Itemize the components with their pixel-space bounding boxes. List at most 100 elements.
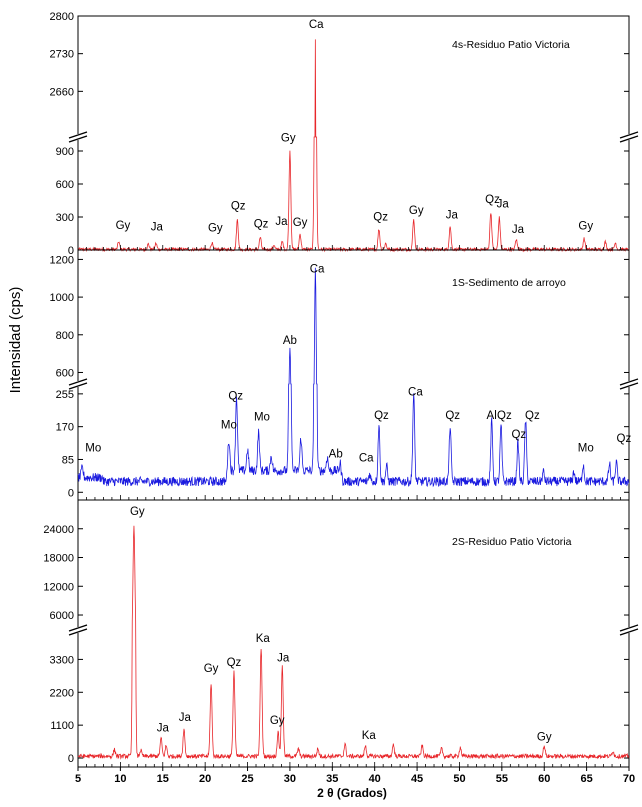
panels-group: 0 300 600 900 2660 2730 2800 4s-Residuo Patio V…: [43, 11, 639, 768]
x-axis-title: 2 θ (Grados): [317, 786, 387, 800]
x-tick-label: 50: [453, 773, 465, 785]
y-tick-label: 1100: [50, 720, 74, 732]
y-tick-label: 18000: [43, 553, 74, 565]
peak-label: Ja: [179, 712, 192, 724]
y-tick-label: 900: [56, 146, 74, 158]
peak-label: Ja: [497, 199, 510, 211]
peak-label: Gy: [578, 221, 593, 233]
peak-label: Qz: [254, 218, 269, 230]
y-tick-label: 24000: [43, 524, 74, 536]
series-line: [77, 267, 630, 488]
y-tick-label: 85: [62, 454, 74, 466]
y-tick-label: 0: [68, 753, 74, 765]
panel-3: 0 1100 2200 3300 6000 12000 18000 24000 2S-Resid…: [43, 499, 639, 768]
peak-label: Gy: [537, 732, 552, 744]
axis-break-mark: [68, 378, 88, 386]
peak-label: Ca: [359, 452, 374, 464]
y-tick-label: 2660: [50, 86, 74, 98]
y-tick-label: 600: [56, 179, 74, 191]
axis-break-mark: [619, 628, 639, 636]
y-tick-label: 1000: [50, 292, 74, 304]
peak-label: Ab: [329, 448, 343, 460]
x-tick-label: 40: [369, 773, 381, 785]
peak-label: Ja: [512, 224, 525, 236]
y-tick-label: 3300: [50, 654, 74, 666]
peak-label: Mo: [578, 443, 594, 455]
panel-frame: [77, 499, 630, 768]
y-tick-label: 300: [56, 212, 74, 224]
peak-label: Qz: [485, 194, 500, 206]
panel-1: 0 300 600 900 2660 2730 2800 4s-Residuo Patio V…: [50, 11, 639, 257]
y-tick-label: 600: [56, 367, 74, 379]
y-tick-label: 6000: [50, 610, 74, 622]
x-tick-label: 25: [241, 773, 253, 785]
axis-break-mask-right: [623, 381, 635, 387]
x-tick-label: 5: [75, 773, 81, 785]
y-tick-label: 2730: [50, 49, 74, 61]
x-tick-label: 45: [411, 773, 423, 785]
peak-label: Gy: [270, 715, 285, 727]
peak-label: Mo: [221, 419, 237, 431]
peak-label: Qz: [445, 410, 460, 422]
peak-label: Qz: [373, 212, 388, 224]
peak-label: Qz: [231, 201, 246, 213]
axis-break-mark: [68, 131, 88, 139]
peak-label: Ka: [362, 730, 377, 742]
peak-label: Qz: [227, 657, 242, 669]
peak-label: Qz: [374, 410, 389, 422]
x-tick-label: 60: [538, 773, 550, 785]
x-tick-label: 10: [114, 773, 126, 785]
x-tick-label: 20: [199, 773, 211, 785]
x-tick-label: 70: [623, 773, 635, 785]
panel-title: 4s-Residuo Patio Victoria: [452, 39, 570, 51]
y-tick-label: 12000: [43, 581, 74, 593]
y-tick-label: 170: [56, 422, 74, 434]
y-tick-label: 1200: [50, 254, 74, 266]
peak-label: Gy: [293, 217, 308, 229]
axis-break-mark: [68, 628, 88, 636]
peak-label: Ab: [283, 335, 297, 347]
peak-label: Gy: [281, 133, 296, 145]
peak-label: Gy: [409, 205, 424, 217]
peak-label: Qz: [497, 410, 512, 422]
peak-label: Qz: [617, 433, 632, 445]
panel-title: 1S-Sedimento de arroyo: [452, 277, 566, 289]
axis-break-mark: [619, 135, 639, 143]
peak-label: Ja: [446, 210, 459, 222]
peak-label: Gy: [116, 220, 131, 232]
peak-label: Ja: [157, 723, 170, 735]
x-tick-label: 55: [496, 773, 508, 785]
y-tick-label: 2200: [50, 687, 74, 699]
peak-label: Al: [487, 410, 497, 422]
peak-label: Mo: [85, 443, 101, 455]
x-axis: 5 10 15 20 25 30 35 40 45 50 55 60 65 70: [75, 767, 635, 785]
peak-label: Gy: [204, 663, 219, 675]
peak-label: Qz: [228, 391, 243, 403]
x-tick-label: 15: [157, 773, 169, 785]
peak-label: Gy: [130, 506, 145, 518]
axis-break-mask-right: [623, 134, 635, 140]
series-line: [77, 39, 630, 253]
axis-break-mask-right: [623, 627, 635, 633]
axis-break-mark: [68, 382, 88, 390]
peak-label: Ja: [151, 222, 164, 234]
x-tick-label: 35: [326, 773, 338, 785]
axis-break-mask-left: [72, 627, 84, 633]
axis-break-mark: [619, 382, 639, 390]
peak-label: Mo: [254, 412, 270, 424]
peak-label: Ka: [256, 633, 271, 645]
panel-2: 0 85 170 255 600 800 1000 1200 1S-Sedimento de a…: [50, 249, 639, 501]
axis-break-mask-left: [72, 381, 84, 387]
axis-break-mark: [68, 624, 88, 632]
peak-label: Qz: [525, 410, 540, 422]
x-tick-label: 30: [284, 773, 296, 785]
axis-break-mark: [68, 135, 88, 143]
axis-break-mark: [619, 378, 639, 386]
peak-label: Ca: [310, 263, 325, 275]
x-tick-label: 65: [580, 773, 592, 785]
panel-title: 2S-Residuo Patio Victoria: [452, 536, 572, 548]
y-tick-label: 0: [68, 245, 74, 257]
series-line: [77, 525, 630, 760]
y-tick-label: 2800: [50, 11, 74, 23]
